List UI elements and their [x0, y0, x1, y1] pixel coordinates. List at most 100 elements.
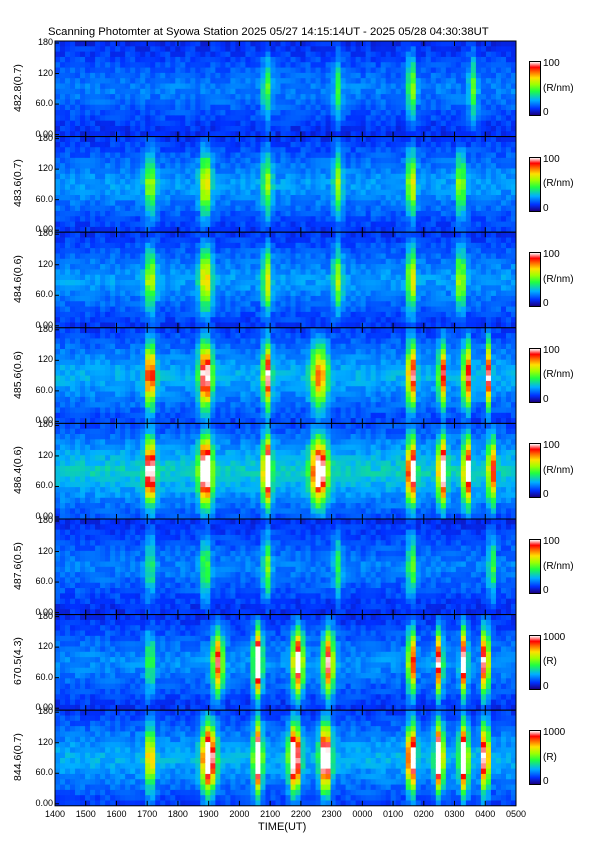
heatmap-cell [455, 306, 462, 313]
heatmap-cell [75, 248, 81, 255]
heatmap-cell [375, 285, 382, 292]
heatmap-cell [465, 295, 472, 302]
heatmap-cell [355, 317, 362, 324]
heatmap-cell [440, 51, 447, 58]
heatmap-cell [185, 237, 191, 244]
heatmap-cell [145, 280, 151, 286]
heatmap-cell [475, 83, 482, 90]
heatmap-cell [475, 173, 482, 180]
heatmap-cell [100, 317, 106, 324]
heatmap-cell [235, 163, 241, 170]
heatmap-cell [415, 242, 422, 249]
heatmap-cell [355, 210, 362, 217]
heatmap-cell [455, 62, 462, 69]
heatmap-cell [480, 295, 487, 302]
heatmap-cell [440, 41, 447, 47]
heatmap-cell [290, 56, 297, 63]
heatmap-cell [405, 280, 412, 286]
heatmap-cell [420, 269, 427, 276]
heatmap-cell [395, 56, 402, 63]
heatmap-cell [365, 237, 372, 244]
heatmap-cell [245, 173, 252, 180]
heatmap-cell [330, 195, 337, 201]
heatmap-cell [75, 226, 81, 233]
heatmap-cell [175, 311, 181, 318]
heatmap-cell [110, 226, 116, 233]
heatmap-cell [285, 216, 292, 223]
heatmap-cell [500, 72, 507, 79]
heatmap-cell [325, 248, 332, 255]
heatmap-cell [120, 290, 126, 297]
heatmap-cell [385, 67, 392, 74]
heatmap-cell [505, 163, 512, 170]
heatmap-cell [315, 94, 322, 101]
heatmap-cell [190, 94, 196, 101]
heatmap-cell [375, 104, 382, 111]
heatmap-cell [385, 136, 392, 143]
heatmap-cell [265, 205, 272, 212]
heatmap-cell [130, 295, 136, 302]
heatmap-cell [80, 237, 86, 244]
heatmap-cell [60, 56, 66, 63]
heatmap-cell [485, 285, 492, 292]
heatmap-cell [265, 221, 272, 228]
heatmap-cell [170, 232, 176, 239]
heatmap-cell [320, 322, 327, 328]
heatmap-cell [370, 147, 377, 154]
heatmap-cell [290, 99, 297, 106]
heatmap-cell [385, 216, 392, 223]
heatmap-cell [135, 173, 141, 180]
heatmap-cell [490, 253, 497, 260]
heatmap-cell [450, 280, 457, 286]
heatmap-cell [60, 216, 66, 223]
heatmap-cell [315, 258, 322, 265]
heatmap-cell [155, 168, 161, 175]
heatmap-cell [455, 104, 462, 111]
heatmap-cell [165, 195, 171, 201]
heatmap-cell [185, 94, 191, 101]
heatmap-cell [85, 301, 91, 308]
heatmap-cell [340, 301, 347, 308]
heatmap-cell [270, 72, 277, 79]
heatmap-cell [220, 242, 226, 249]
heatmap-cell [445, 226, 452, 233]
heatmap-cell [130, 94, 136, 101]
heatmap-cell [195, 253, 201, 260]
heatmap-cell [450, 269, 457, 276]
heatmap-cell [190, 136, 196, 143]
heatmap-cell [285, 317, 292, 324]
heatmap-cell [285, 115, 292, 122]
heatmap-cell [185, 216, 191, 223]
heatmap-cell [320, 152, 327, 159]
heatmap-cell [490, 290, 497, 297]
heatmap-cell [295, 189, 302, 196]
heatmap-cell [245, 152, 252, 159]
heatmap-cell [105, 115, 111, 122]
heatmap-cell [225, 125, 231, 132]
heatmap-cell [460, 258, 467, 265]
heatmap-cell [475, 141, 482, 148]
heatmap-cell [245, 131, 252, 137]
heatmap-cell [315, 295, 322, 302]
heatmap-cell [470, 120, 477, 127]
heatmap-cell [195, 285, 201, 292]
heatmap-cell [285, 242, 292, 249]
heatmap-cell [385, 173, 392, 180]
heatmap-cell [305, 322, 312, 328]
heatmap-cell [80, 285, 86, 292]
heatmap-cell [225, 141, 231, 148]
heatmap-cell [485, 189, 492, 196]
heatmap-cell [505, 136, 512, 143]
heatmap-cell [430, 115, 437, 122]
heatmap-cell [275, 205, 282, 212]
heatmap-cell [455, 285, 462, 292]
heatmap-cell [160, 274, 166, 281]
heatmap-cell [250, 110, 257, 116]
heatmap-cell [435, 83, 442, 90]
heatmap-cell [140, 189, 146, 196]
heatmap-cell [95, 120, 101, 127]
heatmap-cell [380, 210, 387, 217]
heatmap-cell [285, 99, 292, 106]
heatmap-cell [165, 41, 171, 47]
heatmap-cell [145, 163, 151, 170]
